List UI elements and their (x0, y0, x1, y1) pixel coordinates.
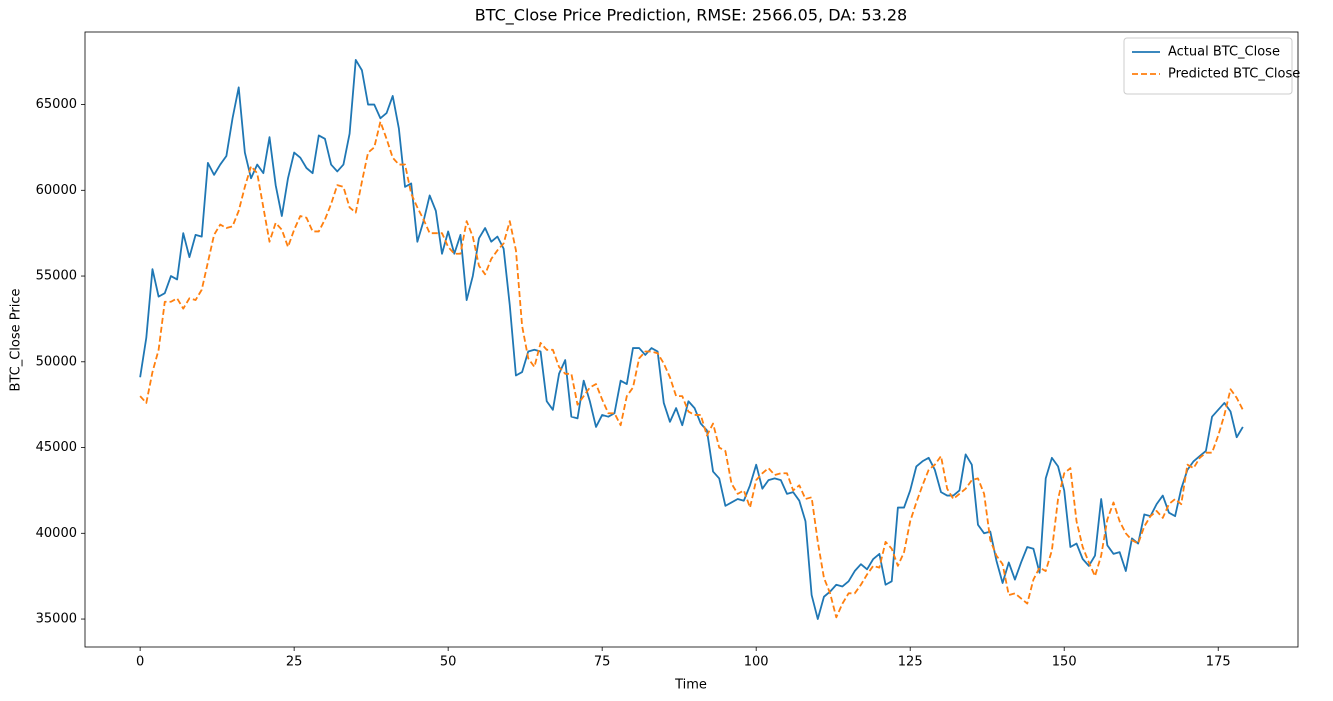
x-tick-label: 175 (1206, 655, 1231, 670)
legend: Actual BTC_Close Predicted BTC_Close (1123, 37, 1300, 95)
y-tick-label: 55000 (36, 269, 77, 284)
x-tick-label: 125 (898, 655, 923, 670)
x-axis-label: Time (674, 678, 707, 693)
legend-box (1123, 37, 1293, 95)
y-axis-label: BTC_Close Price (9, 289, 24, 392)
y-tick-label: 40000 (36, 526, 77, 541)
plot-frame (84, 31, 1299, 648)
x-tick-label: 50 (440, 655, 457, 670)
y-tick-label: 60000 (36, 183, 77, 198)
y-tick-label: 45000 (36, 440, 77, 455)
series-line (139, 59, 1244, 620)
series-line (139, 120, 1244, 619)
chart-title: BTC_Close Price Prediction, RMSE: 2566.0… (475, 6, 907, 26)
legend-label: Actual BTC_Close (1168, 45, 1280, 60)
y-tick-label: 50000 (36, 354, 77, 369)
x-tick-label: 100 (744, 655, 769, 670)
legend-label: Predicted BTC_Close (1168, 67, 1300, 82)
x-tick-label: 75 (594, 655, 611, 670)
y-tick-label: 65000 (36, 97, 77, 112)
x-tick-label: 150 (1052, 655, 1077, 670)
x-tick-label: 25 (286, 655, 303, 670)
y-tick-label: 35000 (36, 612, 77, 627)
x-tick-label: 0 (136, 655, 144, 670)
